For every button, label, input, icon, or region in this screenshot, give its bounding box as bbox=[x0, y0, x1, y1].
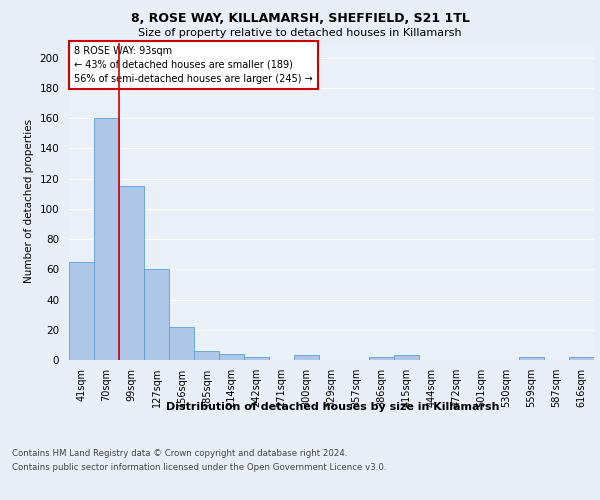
Text: 8, ROSE WAY, KILLAMARSH, SHEFFIELD, S21 1TL: 8, ROSE WAY, KILLAMARSH, SHEFFIELD, S21 … bbox=[131, 12, 469, 26]
Text: Contains public sector information licensed under the Open Government Licence v3: Contains public sector information licen… bbox=[12, 464, 386, 472]
Bar bbox=[169, 326, 194, 360]
Text: Contains HM Land Registry data © Crown copyright and database right 2024.: Contains HM Land Registry data © Crown c… bbox=[12, 448, 347, 458]
Bar bbox=[119, 186, 144, 360]
Y-axis label: Number of detached properties: Number of detached properties bbox=[24, 119, 34, 284]
Bar bbox=[69, 262, 94, 360]
Bar bbox=[194, 351, 219, 360]
Bar bbox=[569, 357, 594, 360]
Text: Size of property relative to detached houses in Killamarsh: Size of property relative to detached ho… bbox=[138, 28, 462, 38]
Bar bbox=[294, 356, 319, 360]
Bar bbox=[144, 270, 169, 360]
Text: 8 ROSE WAY: 93sqm
← 43% of detached houses are smaller (189)
56% of semi-detache: 8 ROSE WAY: 93sqm ← 43% of detached hous… bbox=[74, 46, 313, 84]
Text: Distribution of detached houses by size in Killamarsh: Distribution of detached houses by size … bbox=[166, 402, 500, 412]
Bar bbox=[244, 357, 269, 360]
Bar bbox=[394, 356, 419, 360]
Bar bbox=[219, 354, 244, 360]
Bar bbox=[519, 357, 544, 360]
Bar bbox=[94, 118, 119, 360]
Bar bbox=[369, 357, 394, 360]
